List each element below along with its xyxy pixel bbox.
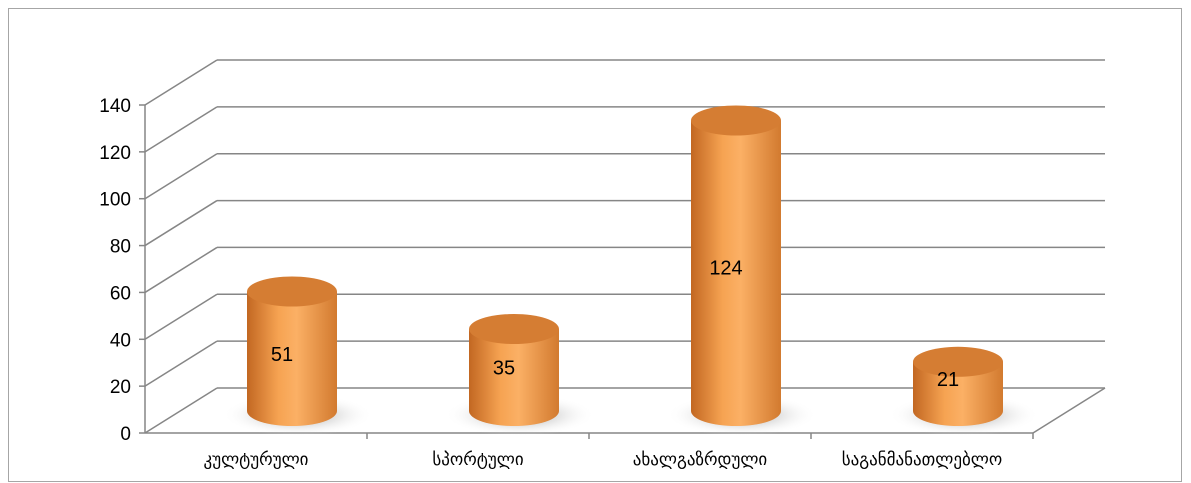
gridline-side (144, 293, 218, 340)
floor-right-edge (1032, 387, 1106, 434)
x-category-label: საგანმანათლებლო (842, 450, 1003, 470)
bar-3 (691, 120, 781, 426)
bar-4 (913, 361, 1003, 426)
gridline-side (144, 59, 218, 106)
label-layer: 51 კულტურული 35 სპორტული 124 ახალგაზრდული 21 სა… (204, 257, 1003, 470)
x-category-label: კულტურული (204, 450, 309, 470)
y-tick-label: 80 (110, 237, 131, 258)
y-tick-label: 100 (99, 190, 131, 211)
y-tick-label: 20 (110, 377, 131, 398)
data-label: 124 (709, 257, 742, 279)
x-category-label: ახალგაზრდული (633, 450, 767, 470)
bar-top (691, 105, 781, 136)
gridline-side (144, 246, 218, 294)
bar-top (469, 314, 559, 344)
y-tick-label: 120 (99, 143, 131, 164)
y-tick-label: 60 (110, 283, 131, 304)
axis-layer: 0 20 40 60 80 100 120 140 (99, 96, 1034, 445)
gridline-side (144, 387, 218, 434)
data-label: 21 (937, 369, 959, 391)
bar-top (247, 276, 337, 307)
y-tick-label: 140 (99, 96, 131, 117)
x-category-label: სპორტული (432, 450, 523, 470)
chart-frame (8, 8, 1182, 482)
y-tick-label: 40 (110, 330, 131, 351)
bar-1 (247, 291, 337, 426)
bar-layer (223, 105, 1039, 436)
y-tick-label: 0 (120, 424, 131, 445)
data-label: 51 (271, 344, 293, 366)
gridline-side (144, 106, 218, 153)
bar-top (913, 346, 1003, 377)
data-label: 35 (493, 357, 515, 379)
bar-2 (469, 329, 559, 426)
gridline-side (144, 153, 218, 200)
gridline-side (144, 199, 218, 247)
gridline-side (144, 340, 218, 387)
